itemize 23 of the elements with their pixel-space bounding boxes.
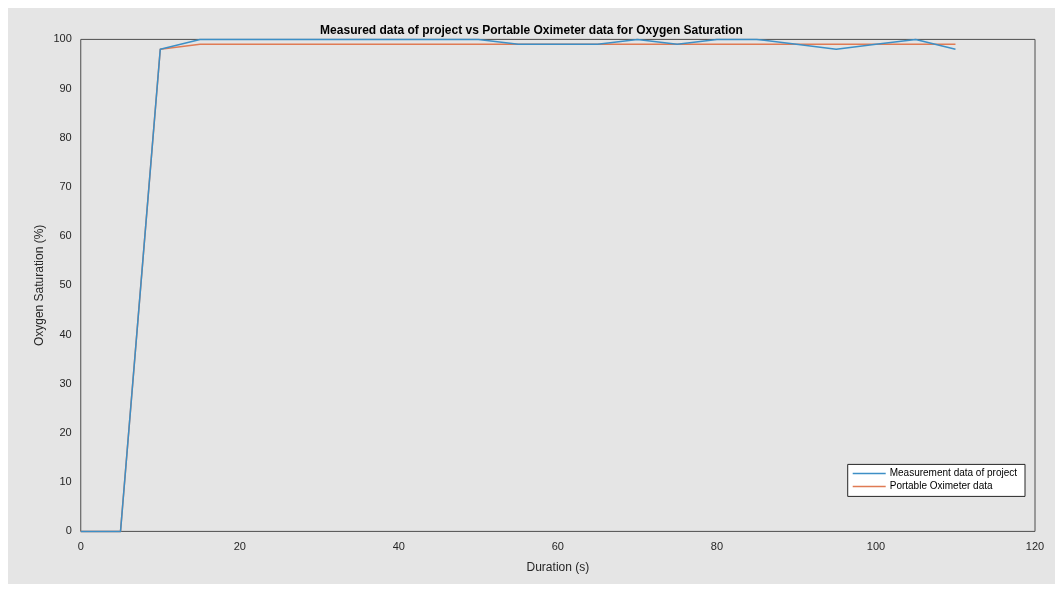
x-tick-label: 80 — [710, 540, 724, 553]
y-tick-label: 0 — [65, 524, 72, 537]
y-tick-label: 10 — [59, 475, 72, 488]
x-tick-label: 120 — [1025, 540, 1045, 553]
y-tick-label: 30 — [59, 376, 72, 389]
y-tick-label: 90 — [59, 81, 72, 94]
y-tick-label: 100 — [53, 32, 72, 45]
x-tick-label: 0 — [77, 540, 84, 553]
y-axis-title: Oxygen Saturation (%) — [31, 224, 46, 347]
x-tick-label: 100 — [866, 540, 886, 553]
x-axis-title: Duration (s) — [526, 560, 590, 575]
legend-label: Portable Oximeter data — [889, 480, 993, 492]
legend-label: Measurement data of project — [889, 467, 1018, 479]
y-tick-label: 60 — [59, 229, 72, 242]
y-tick-label: 80 — [59, 130, 72, 143]
y-tick-label: 70 — [59, 180, 72, 193]
y-tick-label: 40 — [59, 327, 72, 340]
x-tick-label: 20 — [233, 540, 246, 553]
x-tick-label: 60 — [551, 540, 564, 553]
y-tick-label: 50 — [59, 278, 72, 291]
y-tick-label: 20 — [59, 426, 72, 439]
chart-title: Measured data of project vs Portable Oximeter data for Oxygen Saturation — [320, 22, 743, 37]
x-tick-label: 40 — [392, 540, 405, 553]
